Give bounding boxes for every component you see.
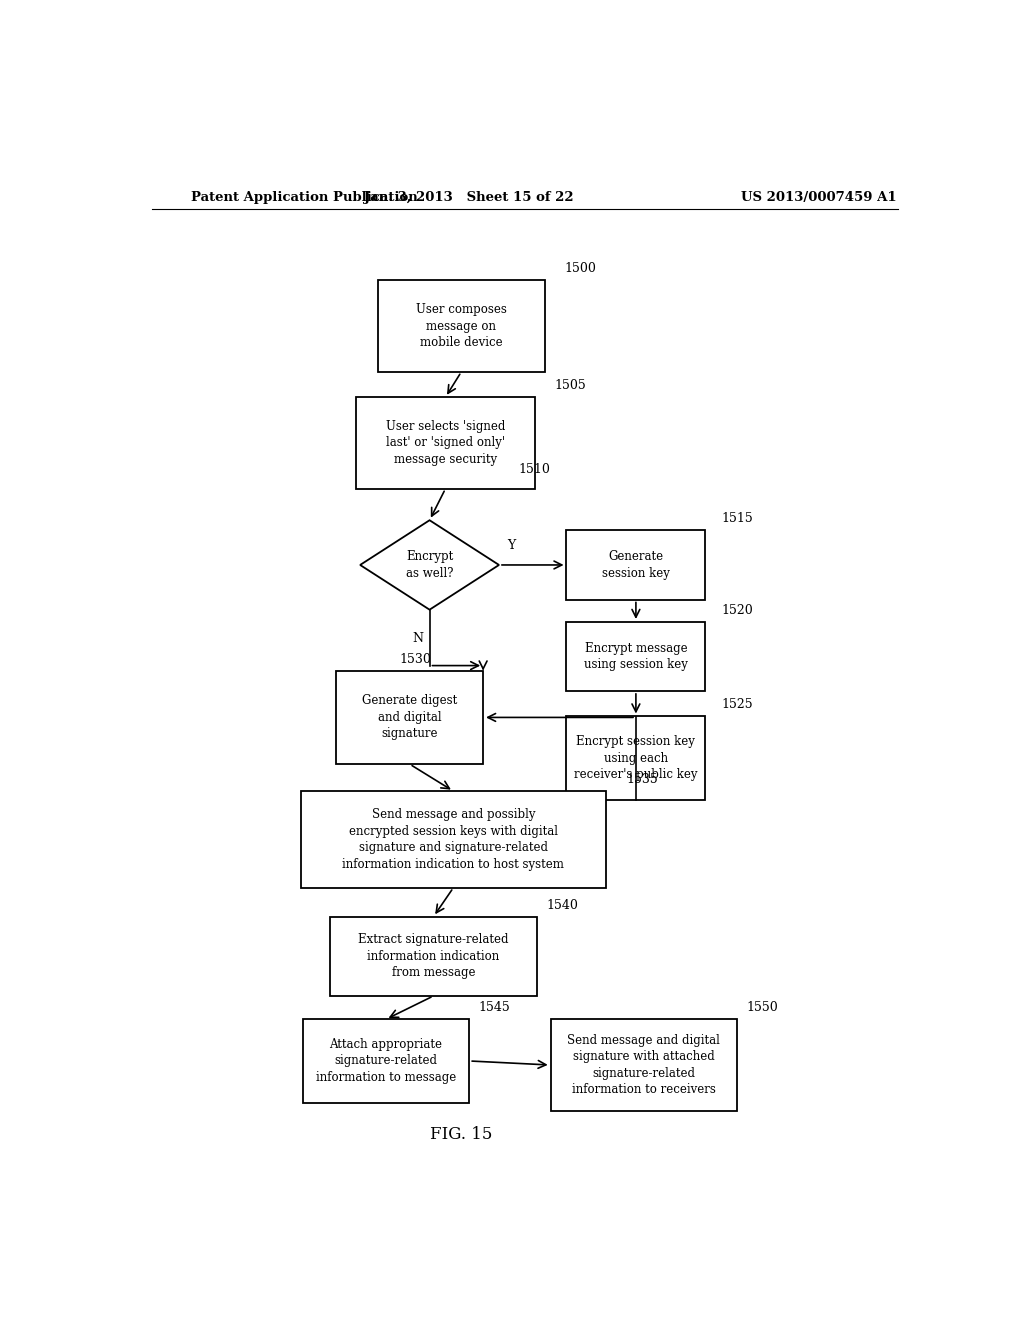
FancyBboxPatch shape: [566, 717, 706, 800]
Text: 1515: 1515: [721, 512, 753, 525]
Text: Extract signature-related
information indication
from message: Extract signature-related information in…: [358, 933, 509, 979]
FancyBboxPatch shape: [303, 1019, 469, 1102]
Text: 1510: 1510: [519, 462, 551, 475]
Text: 1525: 1525: [721, 698, 753, 711]
Text: FIG. 15: FIG. 15: [430, 1126, 493, 1143]
Text: Generate digest
and digital
signature: Generate digest and digital signature: [362, 694, 458, 741]
Text: 1520: 1520: [721, 603, 753, 616]
Text: User selects 'signed
last' or 'signed only'
message security: User selects 'signed last' or 'signed on…: [386, 420, 505, 466]
FancyBboxPatch shape: [566, 622, 706, 690]
Text: Encrypt message
using session key: Encrypt message using session key: [584, 642, 688, 671]
Text: Encrypt
as well?: Encrypt as well?: [406, 550, 454, 579]
Text: 1530: 1530: [399, 652, 432, 665]
Text: Send message and digital
signature with attached
signature-related
information t: Send message and digital signature with …: [567, 1034, 720, 1097]
Text: Jan. 3, 2013   Sheet 15 of 22: Jan. 3, 2013 Sheet 15 of 22: [365, 190, 574, 203]
Text: Encrypt session key
using each
receiver's public key: Encrypt session key using each receiver'…: [574, 735, 697, 781]
Text: Generate
session key: Generate session key: [602, 550, 670, 579]
Text: 1540: 1540: [546, 899, 579, 912]
FancyBboxPatch shape: [356, 397, 535, 488]
Text: 1545: 1545: [479, 1001, 511, 1014]
Text: Patent Application Publication: Patent Application Publication: [191, 190, 418, 203]
Text: 1535: 1535: [626, 774, 657, 785]
Text: 1550: 1550: [746, 1001, 778, 1014]
FancyBboxPatch shape: [336, 671, 483, 764]
Polygon shape: [360, 520, 499, 610]
Text: Send message and possibly
encrypted session keys with digital
signature and sign: Send message and possibly encrypted sess…: [342, 808, 564, 871]
FancyBboxPatch shape: [331, 916, 537, 995]
Text: US 2013/0007459 A1: US 2013/0007459 A1: [740, 190, 896, 203]
FancyBboxPatch shape: [301, 791, 606, 887]
Text: N: N: [412, 632, 423, 645]
Text: 1500: 1500: [564, 263, 596, 276]
Text: User composes
message on
mobile device: User composes message on mobile device: [416, 304, 507, 348]
Text: 1505: 1505: [555, 379, 587, 392]
FancyBboxPatch shape: [378, 280, 545, 372]
FancyBboxPatch shape: [566, 531, 706, 599]
FancyBboxPatch shape: [551, 1019, 737, 1110]
Text: Y: Y: [507, 539, 515, 552]
Text: Attach appropriate
signature-related
information to message: Attach appropriate signature-related inf…: [315, 1038, 456, 1084]
